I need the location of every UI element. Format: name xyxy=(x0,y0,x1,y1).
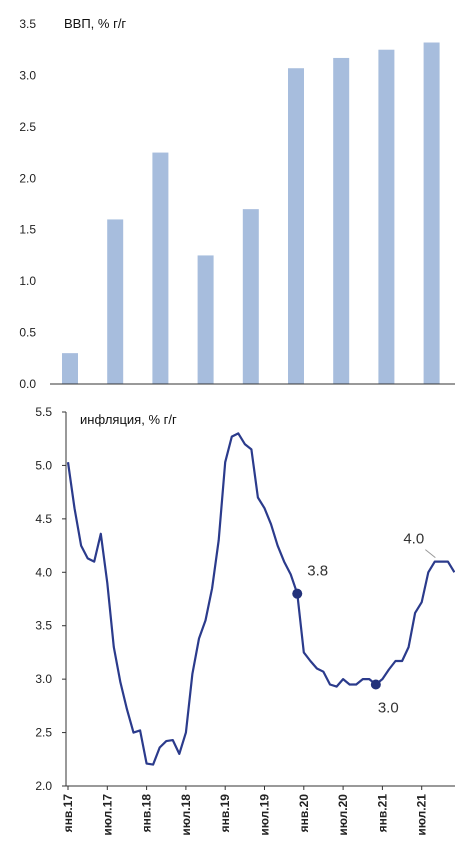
gdp-y-tick-label: 1.0 xyxy=(19,274,36,288)
gdp-y-tick-label: 0.5 xyxy=(19,326,36,340)
inflation-x-tick-label: июл.17 xyxy=(100,794,114,836)
inflation-y-tick-label: 3.5 xyxy=(35,619,52,633)
marker-data-label: 3.8 xyxy=(307,563,328,580)
gdp-y-tick-label: 3.5 xyxy=(19,17,36,31)
gdp-y-tick-label: 2.5 xyxy=(19,120,36,134)
gdp-bar xyxy=(333,57,350,384)
inflation-x-tick-label: июл.18 xyxy=(179,794,193,836)
gdp-bar xyxy=(152,152,169,384)
end-data-label: 4.0 xyxy=(403,531,424,548)
inflation-marker xyxy=(370,679,381,690)
inflation-y-tick-label: 2.0 xyxy=(35,779,52,793)
inflation-chart-title: инфляция, % г/г xyxy=(80,412,177,427)
inflation-x-tick-label: янв.19 xyxy=(218,794,232,833)
inflation-x-tick-label: июл.19 xyxy=(258,794,272,836)
inflation-x-tick-label: июл.20 xyxy=(336,794,350,836)
inflation-y-tick-label: 2.5 xyxy=(35,726,52,740)
inflation-x-axis-ticks: янв.17 июл.17 янв.18 июл.18 янв.19 июл.19 янв.… xyxy=(61,786,429,836)
inflation-marker xyxy=(292,588,303,599)
gdp-bar xyxy=(107,219,124,384)
inflation-markers: 3.8 3.0 xyxy=(292,563,399,716)
gdp-y-axis-ticks: 0.0 0.5 1.0 1.5 2.0 2.5 3.0 3.5 xyxy=(19,17,36,391)
inflation-x-tick-label: июл.21 xyxy=(415,794,429,836)
inflation-x-tick-label: янв.20 xyxy=(297,794,311,833)
end-label-leader xyxy=(425,549,436,558)
gdp-bar xyxy=(423,42,440,385)
gdp-bar-chart: ВВП, % г/г 0.0 0.5 1.0 1.5 2.0 2.5 3.0 3.5 xyxy=(19,16,455,391)
gdp-chart-title: ВВП, % г/г xyxy=(64,16,126,31)
marker-data-label: 3.0 xyxy=(378,699,399,716)
inflation-y-tick-label: 4.0 xyxy=(35,565,52,579)
inflation-x-tick-label: янв.18 xyxy=(140,794,154,833)
gdp-bar xyxy=(378,49,395,384)
inflation-y-tick-label: 5.5 xyxy=(35,405,52,419)
gdp-bar xyxy=(62,353,78,384)
gdp-bars xyxy=(62,42,440,385)
inflation-line-chart: инфляция, % г/г 2.0 2.5 3.0 3.5 4.0 4.5 5.0 5.5… xyxy=(35,405,455,836)
inflation-series-line xyxy=(66,432,455,766)
inflation-x-tick-label: янв.17 xyxy=(61,794,75,833)
gdp-y-tick-label: 0.0 xyxy=(19,377,36,391)
inflation-x-tick-label: янв.21 xyxy=(375,794,389,833)
inflation-y-axis-ticks: 2.0 2.5 3.0 3.5 4.0 4.5 5.0 5.5 xyxy=(35,405,66,793)
gdp-y-tick-label: 3.0 xyxy=(19,68,36,82)
gdp-y-tick-label: 2.0 xyxy=(19,171,36,185)
gdp-y-tick-label: 1.5 xyxy=(19,223,36,237)
gdp-bar xyxy=(242,209,259,384)
gdp-bar xyxy=(288,68,304,384)
inflation-y-tick-label: 3.0 xyxy=(35,672,52,686)
inflation-y-tick-label: 5.0 xyxy=(35,458,52,472)
inflation-y-tick-label: 4.5 xyxy=(35,512,52,526)
gdp-bar xyxy=(197,255,214,384)
